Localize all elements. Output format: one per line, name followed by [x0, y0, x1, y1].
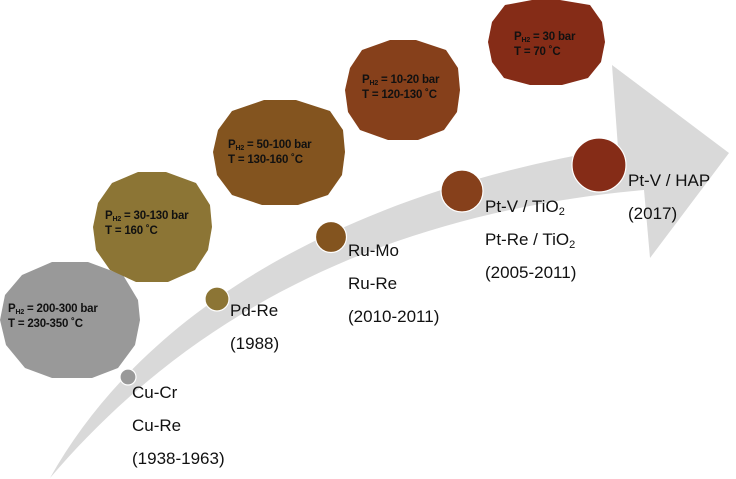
catalyst-label-1: Cu-Cr Cu-Re (1938-1963)	[132, 380, 225, 472]
condition-shape-2	[93, 172, 212, 282]
temperature-line: T = 230-350 ˚C	[8, 318, 83, 330]
timeline-marker-2	[204, 286, 230, 312]
timeline-marker-3	[314, 220, 348, 254]
pressure-subscript: H2	[112, 216, 122, 223]
catalyst-name: Ru-Re	[348, 274, 398, 293]
temperature-line: T = 70 ˚C	[514, 46, 561, 58]
pressure-symbol: P	[514, 31, 522, 43]
timeline-marker-1	[119, 368, 137, 386]
catalyst-name: Pt-Re / TiO2	[485, 227, 576, 253]
pressure-symbol: P	[8, 303, 16, 315]
catalyst-name: Ru-Mo	[348, 241, 400, 260]
pressure-symbol: P	[228, 139, 236, 151]
pressure-value: = 200-300 bar	[24, 303, 98, 315]
pressure-line: PH2 = 200-300 bar	[8, 302, 98, 317]
condition-shape-4	[345, 40, 460, 140]
catalyst-years: (1938-1963)	[132, 449, 225, 468]
condition-text-1: PH2 = 200-300 bar T = 230-350 ˚C	[8, 302, 98, 332]
pressure-line: PH2 = 10-20 bar	[362, 73, 439, 88]
condition-text-2: PH2 = 30-130 bar T = 160 ˚C	[105, 209, 189, 239]
condition-text-5: PH2 = 30 bar T = 70 ˚C	[514, 30, 575, 60]
pressure-subscript: H2	[235, 145, 245, 152]
pressure-subscript: H2	[369, 80, 379, 87]
catalyst-years: (2010-2011)	[348, 307, 440, 326]
pressure-line: PH2 = 30-130 bar	[105, 209, 189, 224]
timeline-marker-4	[440, 169, 484, 213]
catalyst-label-5: Pt-V / HAP (2017)	[628, 168, 710, 227]
catalyst-name: Cu-Cr	[132, 383, 178, 402]
timeline-marker-5	[571, 137, 627, 193]
timeline-arrow	[50, 65, 729, 478]
catalyst-name: Pd-Re	[230, 301, 279, 320]
catalyst-label-4: Pt-V / TiO2 Pt-Re / TiO2 (2005-2011)	[485, 194, 576, 286]
condition-shape-5	[488, 0, 605, 85]
catalyst-years: (1988)	[230, 334, 280, 353]
pressure-value: = 30-130 bar	[121, 210, 189, 222]
catalyst-name: Pt-V / TiO2	[485, 194, 576, 220]
condition-shape-1	[0, 262, 140, 378]
catalyst-label-2: Pd-Re (1988)	[230, 298, 279, 357]
pressure-value: = 10-20 bar	[378, 74, 440, 86]
catalyst-name: Pt-V / HAP	[628, 171, 711, 190]
temperature-line: T = 160 ˚C	[105, 225, 158, 237]
formula-subscript: 2	[558, 206, 565, 218]
pressure-symbol: P	[362, 74, 370, 86]
pressure-value: = 30 bar	[530, 31, 576, 43]
condition-text-3: PH2 = 50-100 bar T = 130-160 ˚C	[228, 138, 312, 168]
pressure-line: PH2 = 30 bar	[514, 30, 575, 45]
condition-text-4: PH2 = 10-20 bar T = 120-130 ˚C	[362, 73, 439, 103]
catalyst-years: (2005-2011)	[485, 263, 577, 282]
temperature-line: T = 130-160 ˚C	[228, 154, 303, 166]
catalyst-label-3: Ru-Mo Ru-Re (2010-2011)	[348, 238, 439, 330]
pressure-subscript: H2	[521, 37, 531, 44]
catalyst-formula: Pt-Re / TiO	[485, 230, 570, 249]
catalyst-formula: Pt-V / TiO	[485, 197, 559, 216]
formula-subscript: 2	[569, 239, 576, 251]
catalyst-name: Cu-Re	[132, 416, 182, 435]
condition-shape-3	[213, 100, 345, 205]
pressure-line: PH2 = 50-100 bar	[228, 138, 312, 153]
catalyst-years: (2017)	[628, 204, 678, 223]
pressure-subscript: H2	[15, 309, 25, 316]
pressure-value: = 50-100 bar	[244, 139, 312, 151]
temperature-line: T = 120-130 ˚C	[362, 89, 437, 101]
pressure-symbol: P	[105, 210, 113, 222]
